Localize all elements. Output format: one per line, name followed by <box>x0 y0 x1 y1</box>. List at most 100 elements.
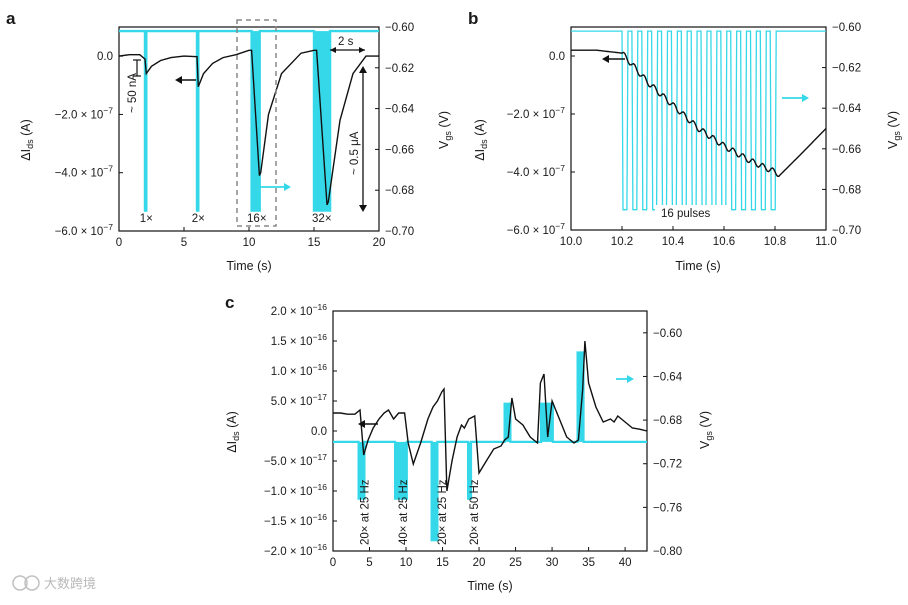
panel-a-axes-frame <box>118 26 380 232</box>
y-left-tick-label: −4.0 × 10−7 <box>507 163 566 179</box>
x-tick-label: 20 <box>373 237 386 249</box>
pulse-condition-label: 20× at 50 Hz <box>469 479 481 545</box>
current-50nA-label: ~ 50 nA <box>127 73 139 113</box>
y-right-tick-label: −0.60 <box>653 328 682 340</box>
pulse-condition-label: 40× at 25 Hz <box>398 479 410 545</box>
y-left-tick-label: 1.5 × 10−16 <box>271 332 328 348</box>
c-left-axis-arrowhead <box>358 420 365 428</box>
pulses-label-background <box>655 205 730 220</box>
panel-c-axes-frame <box>332 310 648 552</box>
vgs-pulse-train-block <box>468 441 472 499</box>
watermark-text: 大数跨境 <box>44 576 96 591</box>
watermark: 大数跨境 <box>12 575 96 591</box>
y-left-tick-label: −6.0 × 10−7 <box>55 222 114 238</box>
panel-b-ylabel-right: Vgs (V) <box>886 111 902 149</box>
y-left-tick-label: −4.0 × 10−7 <box>55 164 114 180</box>
right-axis-arrowhead <box>284 183 291 191</box>
x-tick-label: 25 <box>509 557 522 569</box>
vgs-pulse-train-block <box>577 352 584 442</box>
panel-c-letter: c <box>225 293 234 312</box>
y-right-tick-label: −0.60 <box>832 22 861 34</box>
y-right-tick-label: −0.62 <box>832 63 861 75</box>
pulse-count-label: 16× <box>247 213 267 225</box>
x-tick-label: 10 <box>243 237 256 249</box>
y-left-tick-label: −2.0 × 10−16 <box>264 542 327 558</box>
y-right-tick-label: −0.68 <box>653 415 682 427</box>
c-right-axis-arrowhead <box>627 375 634 383</box>
y-right-tick-label: −0.76 <box>653 502 682 514</box>
x-tick-label: 15 <box>436 557 449 569</box>
current-05uA-label: ~ 0.5 μA <box>349 131 361 175</box>
vgs-pulse-train-block <box>395 441 407 499</box>
y-right-tick-label: −0.64 <box>653 371 683 383</box>
panel-c-ylabel-right: Vgs (V) <box>698 411 714 449</box>
pulse-count-label: 2× <box>192 213 205 225</box>
y-left-tick-label: −1.5 × 10−16 <box>264 512 327 528</box>
x-tick-label: 10.0 <box>560 236 582 248</box>
panel-a: a 0 5 10 15 20 0.0 −2.0 × 10−7 −4.0 × 10−7 −6.0 … <box>6 9 453 273</box>
panel-c-ylabel-left: ΔIds (A) <box>225 411 241 452</box>
pulse-count-label: 32× <box>312 213 332 225</box>
y-right-tick-label: −0.70 <box>832 225 861 237</box>
x-tick-label: 11.0 <box>815 236 837 248</box>
y-right-tick-label: −0.64 <box>385 104 415 116</box>
watermark-logo-ring-icon <box>24 575 40 591</box>
x-tick-label: 30 <box>546 557 559 569</box>
y-right-tick-label: −0.66 <box>832 144 861 156</box>
watermark-logo-icon <box>12 575 28 591</box>
x-tick-label: 20 <box>473 557 486 569</box>
y-left-tick-label: −6.0 × 10−7 <box>507 221 566 237</box>
panel-b-axes-frame <box>570 26 827 231</box>
pulse-condition-label: 20× at 25 Hz <box>360 479 372 545</box>
y-left-tick-label: 0.0 <box>549 51 565 63</box>
ids-response-line <box>333 340 648 492</box>
vgs-pulse-line <box>571 30 826 211</box>
y-left-tick-label: 2.0 × 10−16 <box>271 302 328 318</box>
x-tick-label: 0 <box>330 557 336 569</box>
panel-a-xlabel: Time (s) <box>226 259 271 273</box>
x-tick-label: 10.4 <box>662 236 685 248</box>
x-tick-label: 15 <box>308 237 321 249</box>
panel-a-letter: a <box>6 9 16 28</box>
y-right-tick-label: −0.68 <box>832 184 861 196</box>
x-tick-label: 40 <box>619 557 632 569</box>
y-right-tick-label: −0.70 <box>385 226 414 238</box>
pulses-label: 16 pulses <box>661 208 710 220</box>
y-left-tick-label: −2.0 × 10−7 <box>507 105 566 121</box>
y-left-tick-label: 5.0 × 10−17 <box>271 392 328 408</box>
vgs-pulse-train-block <box>431 441 438 541</box>
vgs-pulse-train-block <box>504 403 511 442</box>
x-tick-label: 10.2 <box>611 236 633 248</box>
panel-b-letter: b <box>468 9 478 28</box>
panel-b: b 10.0 10.2 10.4 10.6 10.8 11.0 0.0 −2.0 × 10−7… <box>468 9 902 273</box>
panel-b-ylabel-left: ΔIds (A) <box>473 119 489 160</box>
x-tick-label: 0 <box>116 237 122 249</box>
pulse-count-label: 1× <box>140 213 153 225</box>
y-right-tick-label: −0.64 <box>832 103 862 115</box>
x-tick-label: 10.8 <box>764 236 786 248</box>
y-left-tick-label: 0.0 <box>311 426 327 438</box>
time-2s-label: 2 s <box>338 36 354 48</box>
y-left-tick-label: 1.0 × 10−16 <box>271 362 328 378</box>
y-right-tick-label: −0.80 <box>653 546 682 558</box>
y-right-tick-label: −0.72 <box>653 459 682 471</box>
y-left-tick-label: −2.0 × 10−7 <box>55 105 114 121</box>
x-tick-label: 5 <box>181 237 187 249</box>
panel-c: c 0 5 10 15 20 25 30 35 40 2.0 × 10−16 1.5 × 10−16… <box>225 293 714 593</box>
y-right-tick-label: −0.66 <box>385 144 414 156</box>
left-axis-arrowhead <box>175 76 182 84</box>
ids-response-line <box>118 49 379 206</box>
y-right-tick-label: −0.62 <box>385 63 414 75</box>
b-right-axis-arrowhead <box>802 94 809 102</box>
x-tick-label: 5 <box>366 557 372 569</box>
zoom-region-box <box>236 19 277 227</box>
y-left-tick-label: 0.0 <box>97 51 113 63</box>
panel-c-xlabel: Time (s) <box>467 579 512 593</box>
x-tick-label: 10.6 <box>713 236 735 248</box>
y-left-tick-label: −5.0 × 10−17 <box>264 452 327 468</box>
vgs-pulse-line <box>333 351 647 542</box>
panel-a-ylabel-right: Vgs (V) <box>437 111 453 149</box>
x-tick-label: 10 <box>400 557 413 569</box>
y-right-tick-label: −0.60 <box>385 22 414 34</box>
